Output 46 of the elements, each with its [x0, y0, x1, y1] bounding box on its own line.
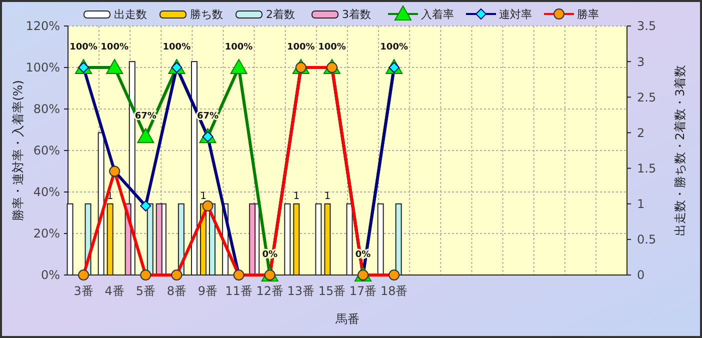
x-tick-label: 9番	[198, 284, 218, 298]
data-label: 1	[200, 190, 206, 202]
data-label: 100%	[224, 42, 253, 52]
y-tick-label: 80%	[33, 102, 60, 116]
y2-tick-label: 2	[637, 126, 645, 140]
x-tick-label: 15番	[318, 284, 346, 298]
data-label: 100%	[162, 42, 191, 52]
y2-tick-label: 0.5	[637, 232, 656, 247]
y-tick-label: 60%	[33, 144, 60, 158]
data-label: 100%	[100, 42, 128, 52]
x-tick-label: 12番	[256, 284, 284, 298]
legend-label: 勝ち数	[190, 8, 223, 21]
x-tick-label: 8番	[166, 284, 187, 298]
y2-tick-label: 3	[637, 54, 645, 69]
y2-axis-title: 出走数・勝ち数・2着数・3着数	[673, 64, 687, 236]
data-label: 1	[324, 190, 331, 202]
y2-tick-label: 1	[637, 197, 645, 212]
y2-tick-label: 2.5	[637, 90, 656, 104]
data-label: 100%	[287, 42, 315, 52]
y2-tick-label: 0	[637, 268, 645, 282]
data-label: 100%	[318, 42, 346, 52]
y2-tick-label: 3.5	[637, 19, 656, 34]
x-tick-label: 3番	[74, 284, 94, 298]
y-tick-label: 120%	[26, 19, 60, 34]
y2-tick-label: 1.5	[637, 161, 656, 176]
data-label: 100%	[70, 42, 98, 52]
legend-label: 入着率	[421, 8, 454, 21]
legend-label: 連対率	[499, 8, 532, 21]
y-tick-label: 100%	[26, 60, 60, 75]
x-tick-label: 17番	[349, 284, 377, 298]
data-label: 100%	[380, 42, 408, 52]
x-tick-label: 13番	[287, 284, 315, 298]
y-tick-label: 0%	[40, 268, 60, 282]
data-label: 1	[293, 190, 300, 202]
x-tick-label: 18番	[380, 284, 408, 298]
x-tick-label: 11番	[225, 284, 252, 298]
y-tick-label: 20%	[33, 226, 60, 241]
y-tick-label: 40%	[33, 185, 60, 200]
legend-label: 勝率	[577, 8, 599, 21]
legend-label: 出走数	[114, 8, 147, 21]
x-tick-label: 4番	[104, 284, 124, 298]
legend-label: 3着数	[342, 8, 371, 21]
y-axis-title: 勝率・連対率・入着率(%)	[11, 80, 25, 221]
x-tick-label: 5番	[136, 284, 156, 298]
legend-label: 2着数	[266, 8, 295, 21]
x-axis-title: 馬番	[334, 312, 360, 326]
